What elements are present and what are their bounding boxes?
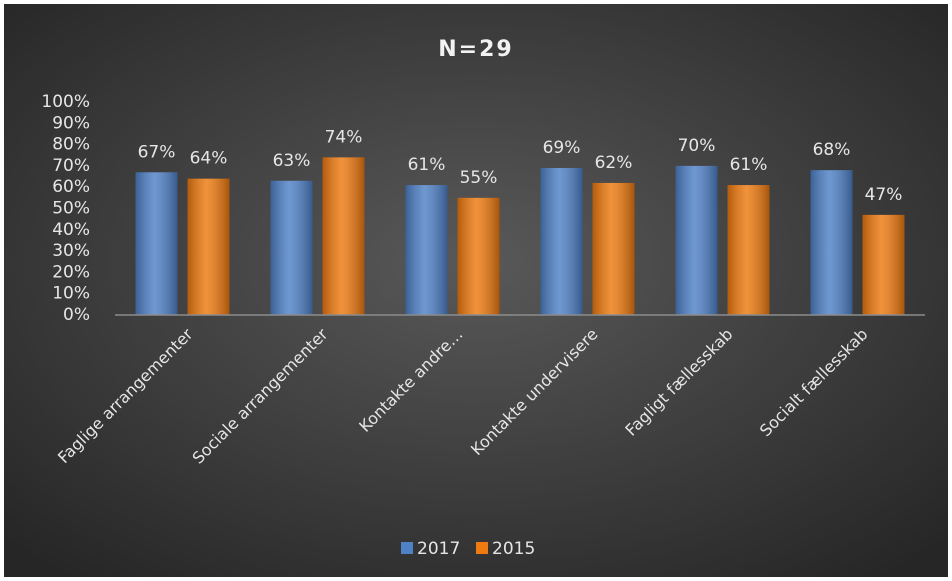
y-tick-label: 0% [63, 305, 90, 325]
value-label: 63% [273, 151, 311, 171]
bar [592, 182, 635, 315]
bar [675, 165, 718, 315]
value-label: 61% [408, 155, 446, 175]
bar [727, 185, 770, 315]
y-tick-label: 30% [52, 241, 90, 261]
value-label: 74% [325, 127, 363, 147]
bar [457, 197, 500, 315]
legend-swatch [401, 542, 413, 554]
y-tick-label: 50% [52, 199, 90, 219]
bar [135, 172, 178, 315]
bar [270, 180, 313, 315]
legend-label: 2015 [492, 539, 535, 559]
bar [187, 178, 230, 315]
value-label: 70% [678, 136, 716, 156]
y-tick-label: 80% [52, 135, 90, 155]
y-tick-label: 60% [52, 177, 90, 197]
value-label: 55% [460, 168, 498, 188]
bar [810, 170, 853, 315]
legend-label: 2017 [417, 539, 460, 559]
y-tick-label: 70% [52, 156, 90, 176]
y-tick-label: 10% [52, 284, 90, 304]
bar [405, 185, 448, 315]
bar [322, 157, 365, 315]
value-label: 68% [813, 140, 851, 160]
y-tick-label: 40% [52, 220, 90, 240]
chart-title: N=29 [438, 37, 513, 62]
bar [862, 214, 905, 315]
value-label: 61% [730, 155, 768, 175]
legend-swatch [476, 542, 488, 554]
y-tick-label: 100% [41, 92, 90, 112]
value-label: 62% [595, 153, 633, 173]
value-label: 64% [190, 149, 228, 169]
bar [540, 168, 583, 315]
value-label: 47% [865, 185, 903, 205]
value-label: 67% [138, 142, 176, 162]
y-tick-label: 90% [52, 113, 90, 133]
value-label: 69% [543, 138, 581, 158]
y-tick-label: 20% [52, 262, 90, 282]
